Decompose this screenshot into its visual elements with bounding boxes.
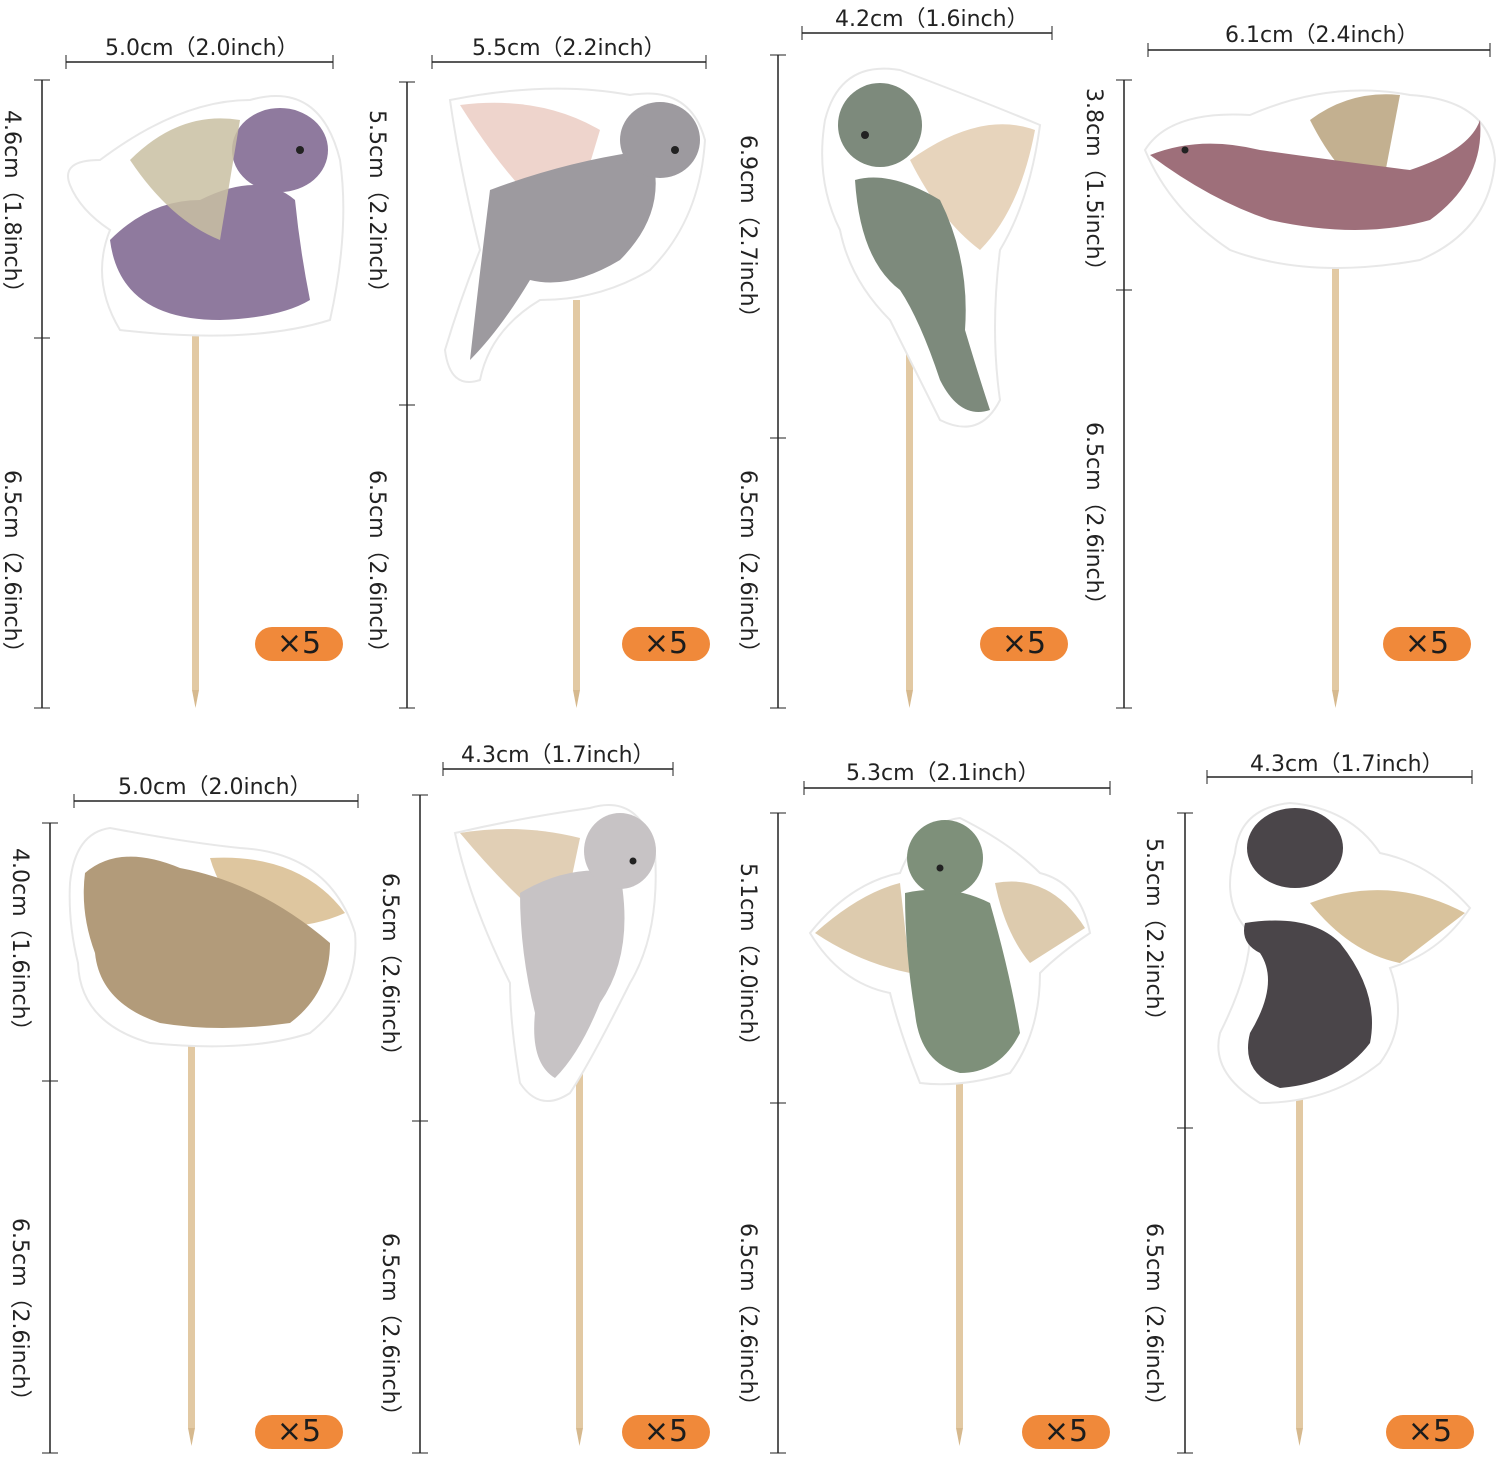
quantity-badge: ×5 bbox=[622, 627, 710, 661]
dragon-topper-sage: 5.3cm（2.1inch） 5.1cm（2.0inch） 6.5cm（2.6i… bbox=[735, 733, 1111, 1466]
mauve-dragon-illustration bbox=[1116, 43, 1497, 709]
dragon-topper-purple: 5.0cm（2.0inch） 4.6cm（1.8inch） 6.5cm（2.6i… bbox=[0, 0, 370, 733]
black-dragon-illustration bbox=[1177, 770, 1473, 1454]
quantity-badge: ×5 bbox=[1383, 627, 1471, 661]
stick-length-label: 6.5cm（2.6inch） bbox=[1081, 422, 1106, 616]
width-label: 5.0cm（2.0inch） bbox=[105, 36, 299, 61]
width-label: 4.3cm（1.7inch） bbox=[461, 743, 655, 768]
stick-length-label: 6.5cm（2.6inch） bbox=[364, 470, 389, 664]
white-dragon-illustration bbox=[412, 762, 674, 1454]
purple-dragon-illustration bbox=[34, 55, 345, 709]
width-label: 5.0cm（2.0inch） bbox=[118, 775, 312, 800]
stick-length-label: 6.5cm（2.6inch） bbox=[7, 1218, 32, 1412]
dragon-topper-green: 4.2cm（1.6inch） 6.9cm（2.7inch） 6.5cm（2.6i… bbox=[735, 0, 1110, 733]
stick-length-label: 6.5cm（2.6inch） bbox=[735, 470, 760, 664]
head-height-label: 5.5cm（2.2inch） bbox=[364, 110, 389, 304]
quantity-badge: ×5 bbox=[1022, 1415, 1110, 1449]
stick-length-label: 6.5cm（2.6inch） bbox=[735, 1223, 760, 1417]
head-height-label: 6.5cm（2.6inch） bbox=[377, 873, 402, 1067]
head-height-label: 4.6cm（1.8inch） bbox=[0, 110, 24, 304]
width-label: 5.5cm（2.2inch） bbox=[472, 36, 666, 61]
head-height-label: 4.0cm（1.6inch） bbox=[7, 848, 32, 1042]
head-height-label: 5.1cm（2.0inch） bbox=[735, 863, 760, 1057]
green-dragon-illustration bbox=[770, 26, 1053, 709]
sage-dragon-illustration bbox=[770, 781, 1111, 1454]
head-height-label: 6.9cm（2.7inch） bbox=[735, 135, 760, 329]
grey-dragon-illustration bbox=[399, 55, 707, 709]
head-height-label: 5.5cm（2.2inch） bbox=[1141, 838, 1166, 1032]
head-height-label: 3.8cm（1.5inch） bbox=[1081, 88, 1106, 282]
quantity-badge: ×5 bbox=[255, 627, 343, 661]
quantity-badge: ×5 bbox=[1386, 1415, 1474, 1449]
tan-dragon-illustration bbox=[42, 794, 359, 1454]
quantity-badge: ×5 bbox=[980, 627, 1068, 661]
width-label: 5.3cm（2.1inch） bbox=[846, 761, 1040, 786]
quantity-badge: ×5 bbox=[255, 1415, 343, 1449]
dragon-topper-tan: 5.0cm（2.0inch） 4.0cm（1.6inch） 6.5cm（2.6i… bbox=[0, 733, 370, 1466]
width-label: 4.3cm（1.7inch） bbox=[1250, 752, 1444, 777]
dragon-topper-mauve: 6.1cm（2.4inch） 3.8cm（1.5inch） 6.5cm（2.6i… bbox=[1081, 0, 1497, 733]
stick-length-label: 6.5cm（2.6inch） bbox=[377, 1233, 402, 1427]
width-label: 6.1cm（2.4inch） bbox=[1225, 23, 1419, 48]
dragon-topper-grey: 5.5cm（2.2inch） 5.5cm（2.2inch） 6.5cm（2.6i… bbox=[364, 0, 740, 733]
stick-length-label: 6.5cm（2.6inch） bbox=[0, 470, 24, 664]
dragon-topper-black: 4.3cm（1.7inch） 5.5cm（2.2inch） 6.5cm（2.6i… bbox=[1110, 733, 1480, 1466]
quantity-badge: ×5 bbox=[622, 1415, 710, 1449]
dragon-topper-white: 4.3cm（1.7inch） 6.5cm（2.6inch） 6.5cm（2.6i… bbox=[370, 733, 740, 1466]
stick-length-label: 6.5cm（2.6inch） bbox=[1141, 1223, 1166, 1417]
width-label: 4.2cm（1.6inch） bbox=[835, 7, 1029, 32]
